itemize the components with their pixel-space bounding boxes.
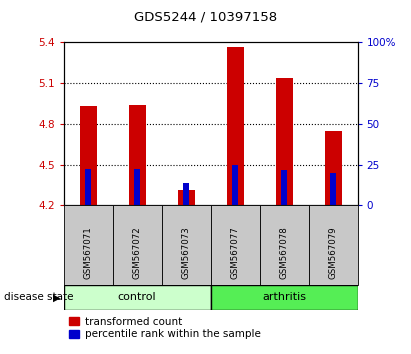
Bar [129, 105, 146, 205]
Text: disease state: disease state [4, 292, 74, 302]
Text: GSM567079: GSM567079 [328, 226, 337, 279]
Bar [309, 205, 358, 285]
Bar [226, 47, 244, 205]
Bar [281, 170, 287, 205]
Text: GSM567071: GSM567071 [84, 226, 93, 279]
Bar [211, 285, 358, 310]
Bar [85, 170, 91, 205]
Bar [325, 131, 342, 205]
Bar [183, 183, 189, 205]
Bar [211, 205, 260, 285]
Text: GSM567073: GSM567073 [182, 226, 191, 279]
Text: arthritis: arthritis [262, 292, 306, 302]
Text: GSM567077: GSM567077 [231, 226, 240, 279]
Bar [232, 165, 238, 205]
Bar [64, 205, 113, 285]
Bar [330, 173, 336, 205]
Text: GDS5244 / 10397158: GDS5244 / 10397158 [134, 10, 277, 23]
Bar [113, 205, 162, 285]
Bar [64, 285, 210, 310]
Bar [80, 106, 97, 205]
Bar [275, 78, 293, 205]
Legend: transformed count, percentile rank within the sample: transformed count, percentile rank withi… [69, 317, 261, 339]
Text: ▶: ▶ [53, 292, 61, 302]
Bar [134, 169, 140, 205]
Text: control: control [118, 292, 157, 302]
Text: GSM567072: GSM567072 [133, 226, 142, 279]
Text: GSM567078: GSM567078 [279, 226, 289, 279]
Bar [260, 205, 309, 285]
Bar [162, 205, 211, 285]
Bar [178, 190, 195, 205]
